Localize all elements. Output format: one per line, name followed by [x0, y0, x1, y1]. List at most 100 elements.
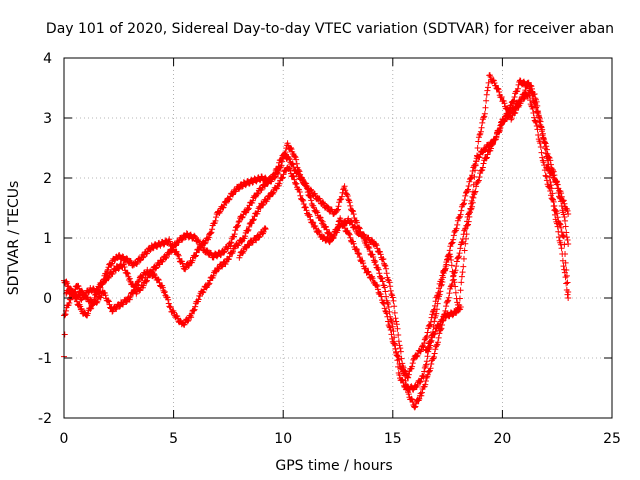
data-point [543, 146, 550, 153]
data-point [405, 371, 412, 378]
data-point [246, 223, 253, 230]
data-point [162, 255, 169, 262]
data-point [68, 294, 75, 301]
data-point [123, 255, 130, 262]
data-point [278, 162, 285, 169]
data-point [259, 202, 266, 209]
data-point [389, 319, 396, 326]
data-point [356, 225, 363, 232]
data-point [431, 306, 438, 313]
data-point [350, 211, 357, 218]
data-point [130, 287, 137, 294]
data-point [439, 272, 446, 279]
data-point [547, 188, 554, 195]
data-point [214, 253, 221, 260]
data-point [143, 278, 150, 285]
data-point [348, 219, 355, 226]
data-point [161, 289, 168, 296]
data-point [377, 251, 384, 258]
data-point [159, 284, 166, 291]
data-point [448, 256, 455, 263]
data-point [448, 262, 455, 269]
data-point [238, 238, 245, 245]
data-point [464, 187, 471, 194]
data-point [209, 226, 216, 233]
data-point [422, 363, 429, 370]
data-point [105, 275, 112, 282]
data-point [385, 304, 392, 311]
data-point [62, 311, 69, 318]
data-point [340, 221, 347, 228]
data-point [179, 237, 186, 244]
data-point [208, 229, 215, 236]
data-point [204, 235, 211, 242]
data-point [278, 174, 285, 181]
data-point [427, 365, 434, 372]
data-point [456, 295, 463, 302]
data-point [563, 272, 570, 279]
x-axis: 0 5 10 15 20 25 [60, 58, 621, 447]
data-point [450, 236, 457, 243]
data-point [548, 195, 555, 202]
data-point [238, 238, 245, 245]
data-point [540, 159, 547, 166]
data-point [445, 294, 452, 301]
data-point [467, 175, 474, 182]
data-point [240, 248, 247, 255]
data-point [454, 221, 461, 228]
data-point [296, 168, 303, 175]
data-point [484, 87, 491, 94]
data-point [405, 391, 412, 398]
data-point [465, 182, 472, 189]
data-point [492, 135, 499, 142]
data-point [225, 196, 232, 203]
data-point [153, 264, 160, 271]
data-point [464, 222, 471, 229]
data-point [529, 105, 536, 112]
data-point [427, 321, 434, 328]
data-point [541, 139, 548, 146]
data-point [347, 234, 354, 241]
data-point [275, 168, 282, 175]
data-point [553, 177, 560, 184]
data-point [544, 150, 551, 157]
data-point [271, 174, 278, 181]
data-point [423, 374, 430, 381]
data-point [87, 296, 94, 303]
data-point [396, 360, 403, 367]
data-point [424, 371, 431, 378]
data-point [206, 280, 213, 287]
data-point [140, 253, 147, 260]
data-point [226, 196, 233, 202]
data-point [347, 202, 354, 209]
data-point [262, 226, 269, 232]
data-point [290, 173, 297, 180]
data-point [221, 259, 228, 266]
data-point [436, 330, 443, 337]
data-point [374, 286, 381, 293]
data-point [100, 279, 107, 286]
data-point [538, 149, 545, 156]
data-point [409, 363, 416, 370]
data-point [520, 95, 527, 102]
data-point [561, 269, 568, 276]
data-point [562, 251, 569, 258]
data-point [562, 274, 569, 281]
data-point [381, 300, 388, 307]
data-point [479, 119, 486, 126]
data-point [482, 155, 489, 162]
data-point [292, 181, 299, 188]
data-point [330, 234, 337, 241]
data-point [252, 236, 259, 243]
data-point [458, 279, 465, 286]
data-point [239, 249, 246, 256]
data-point [561, 241, 568, 248]
data-point [558, 224, 565, 231]
data-point [221, 248, 228, 255]
data-point [254, 190, 261, 197]
data-point [319, 199, 326, 206]
data-point [438, 276, 445, 283]
data-point [106, 273, 113, 280]
data-point [287, 144, 294, 151]
x-tick-label: 10 [274, 431, 292, 447]
